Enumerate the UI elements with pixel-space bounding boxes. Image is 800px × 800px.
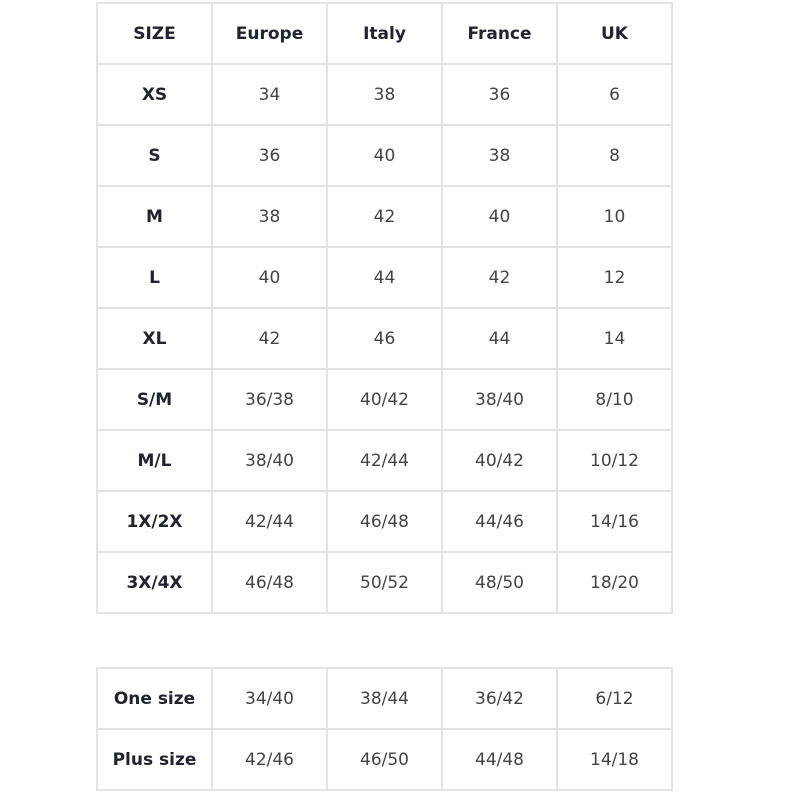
size-value-cell: 38 (441, 124, 558, 187)
special-size-table: One size 34/40 38/44 36/42 6/12 Plus size 42/4… (96, 667, 673, 791)
size-value-cell: 50/52 (326, 551, 443, 614)
size-value-cell: 6/12 (556, 667, 673, 730)
size-value-cell: 36 (211, 124, 328, 187)
size-value-cell: 8 (556, 124, 673, 187)
header-cell: Italy (326, 2, 443, 65)
size-value-cell: 40 (441, 185, 558, 248)
size-value-cell: 46/48 (326, 490, 443, 553)
size-value-cell: 36/38 (211, 368, 328, 431)
size-value-cell: 18/20 (556, 551, 673, 614)
table-row: S 36 40 38 8 (96, 124, 673, 187)
size-value-cell: 12 (556, 246, 673, 309)
size-value-cell: 42 (326, 185, 443, 248)
header-cell: UK (556, 2, 673, 65)
size-value-cell: 40/42 (326, 368, 443, 431)
table-row: Plus size 42/46 46/50 44/48 14/18 (96, 728, 673, 791)
size-value-cell: 36 (441, 63, 558, 126)
size-value-cell: 38/40 (441, 368, 558, 431)
size-value-cell: 14/18 (556, 728, 673, 791)
size-label-cell: Plus size (96, 728, 213, 791)
size-value-cell: 46/50 (326, 728, 443, 791)
table-row: XL 42 46 44 14 (96, 307, 673, 370)
table-row: M/L 38/40 42/44 40/42 10/12 (96, 429, 673, 492)
size-value-cell: 48/50 (441, 551, 558, 614)
size-value-cell: 46 (326, 307, 443, 370)
size-label-cell: S/M (96, 368, 213, 431)
size-value-cell: 38 (211, 185, 328, 248)
size-value-cell: 38 (326, 63, 443, 126)
size-value-cell: 10/12 (556, 429, 673, 492)
size-label-cell: M (96, 185, 213, 248)
size-value-cell: 38/40 (211, 429, 328, 492)
size-value-cell: 8/10 (556, 368, 673, 431)
size-value-cell: 42 (211, 307, 328, 370)
size-value-cell: 36/42 (441, 667, 558, 730)
size-value-cell: 46/48 (211, 551, 328, 614)
header-cell: Europe (211, 2, 328, 65)
header-cell: SIZE (96, 2, 213, 65)
size-value-cell: 44/46 (441, 490, 558, 553)
size-value-cell: 14/16 (556, 490, 673, 553)
table-row: 3X/4X 46/48 50/52 48/50 18/20 (96, 551, 673, 614)
table-row: One size 34/40 38/44 36/42 6/12 (96, 667, 673, 730)
size-label-cell: XS (96, 63, 213, 126)
size-label-cell: One size (96, 667, 213, 730)
size-value-cell: 42/46 (211, 728, 328, 791)
size-value-cell: 40 (211, 246, 328, 309)
table-row: S/M 36/38 40/42 38/40 8/10 (96, 368, 673, 431)
size-value-cell: 38/44 (326, 667, 443, 730)
table-header-row: SIZE Europe Italy France UK (96, 2, 673, 65)
size-value-cell: 6 (556, 63, 673, 126)
size-value-cell: 40 (326, 124, 443, 187)
size-conversion-table: SIZE Europe Italy France UK XS 34 38 36 6 S 36… (96, 2, 673, 614)
size-label-cell: 3X/4X (96, 551, 213, 614)
header-cell: France (441, 2, 558, 65)
size-value-cell: 42 (441, 246, 558, 309)
size-value-cell: 14 (556, 307, 673, 370)
table-row: XS 34 38 36 6 (96, 63, 673, 126)
table-row: L 40 44 42 12 (96, 246, 673, 309)
table-row: 1X/2X 42/44 46/48 44/46 14/16 (96, 490, 673, 553)
size-label-cell: XL (96, 307, 213, 370)
table-row: M 38 42 40 10 (96, 185, 673, 248)
size-value-cell: 34/40 (211, 667, 328, 730)
size-value-cell: 42/44 (326, 429, 443, 492)
size-value-cell: 42/44 (211, 490, 328, 553)
size-value-cell: 40/42 (441, 429, 558, 492)
size-value-cell: 44 (326, 246, 443, 309)
size-label-cell: S (96, 124, 213, 187)
size-value-cell: 44 (441, 307, 558, 370)
size-label-cell: M/L (96, 429, 213, 492)
size-value-cell: 34 (211, 63, 328, 126)
size-label-cell: 1X/2X (96, 490, 213, 553)
size-value-cell: 44/48 (441, 728, 558, 791)
size-label-cell: L (96, 246, 213, 309)
size-value-cell: 10 (556, 185, 673, 248)
